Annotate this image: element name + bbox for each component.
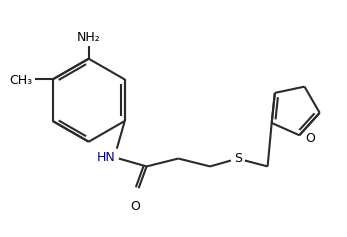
- Text: CH₃: CH₃: [10, 74, 33, 87]
- Text: O: O: [131, 200, 141, 213]
- Text: HN: HN: [97, 151, 116, 164]
- Text: S: S: [234, 152, 242, 165]
- Text: O: O: [305, 132, 315, 145]
- Text: NH₂: NH₂: [77, 31, 101, 44]
